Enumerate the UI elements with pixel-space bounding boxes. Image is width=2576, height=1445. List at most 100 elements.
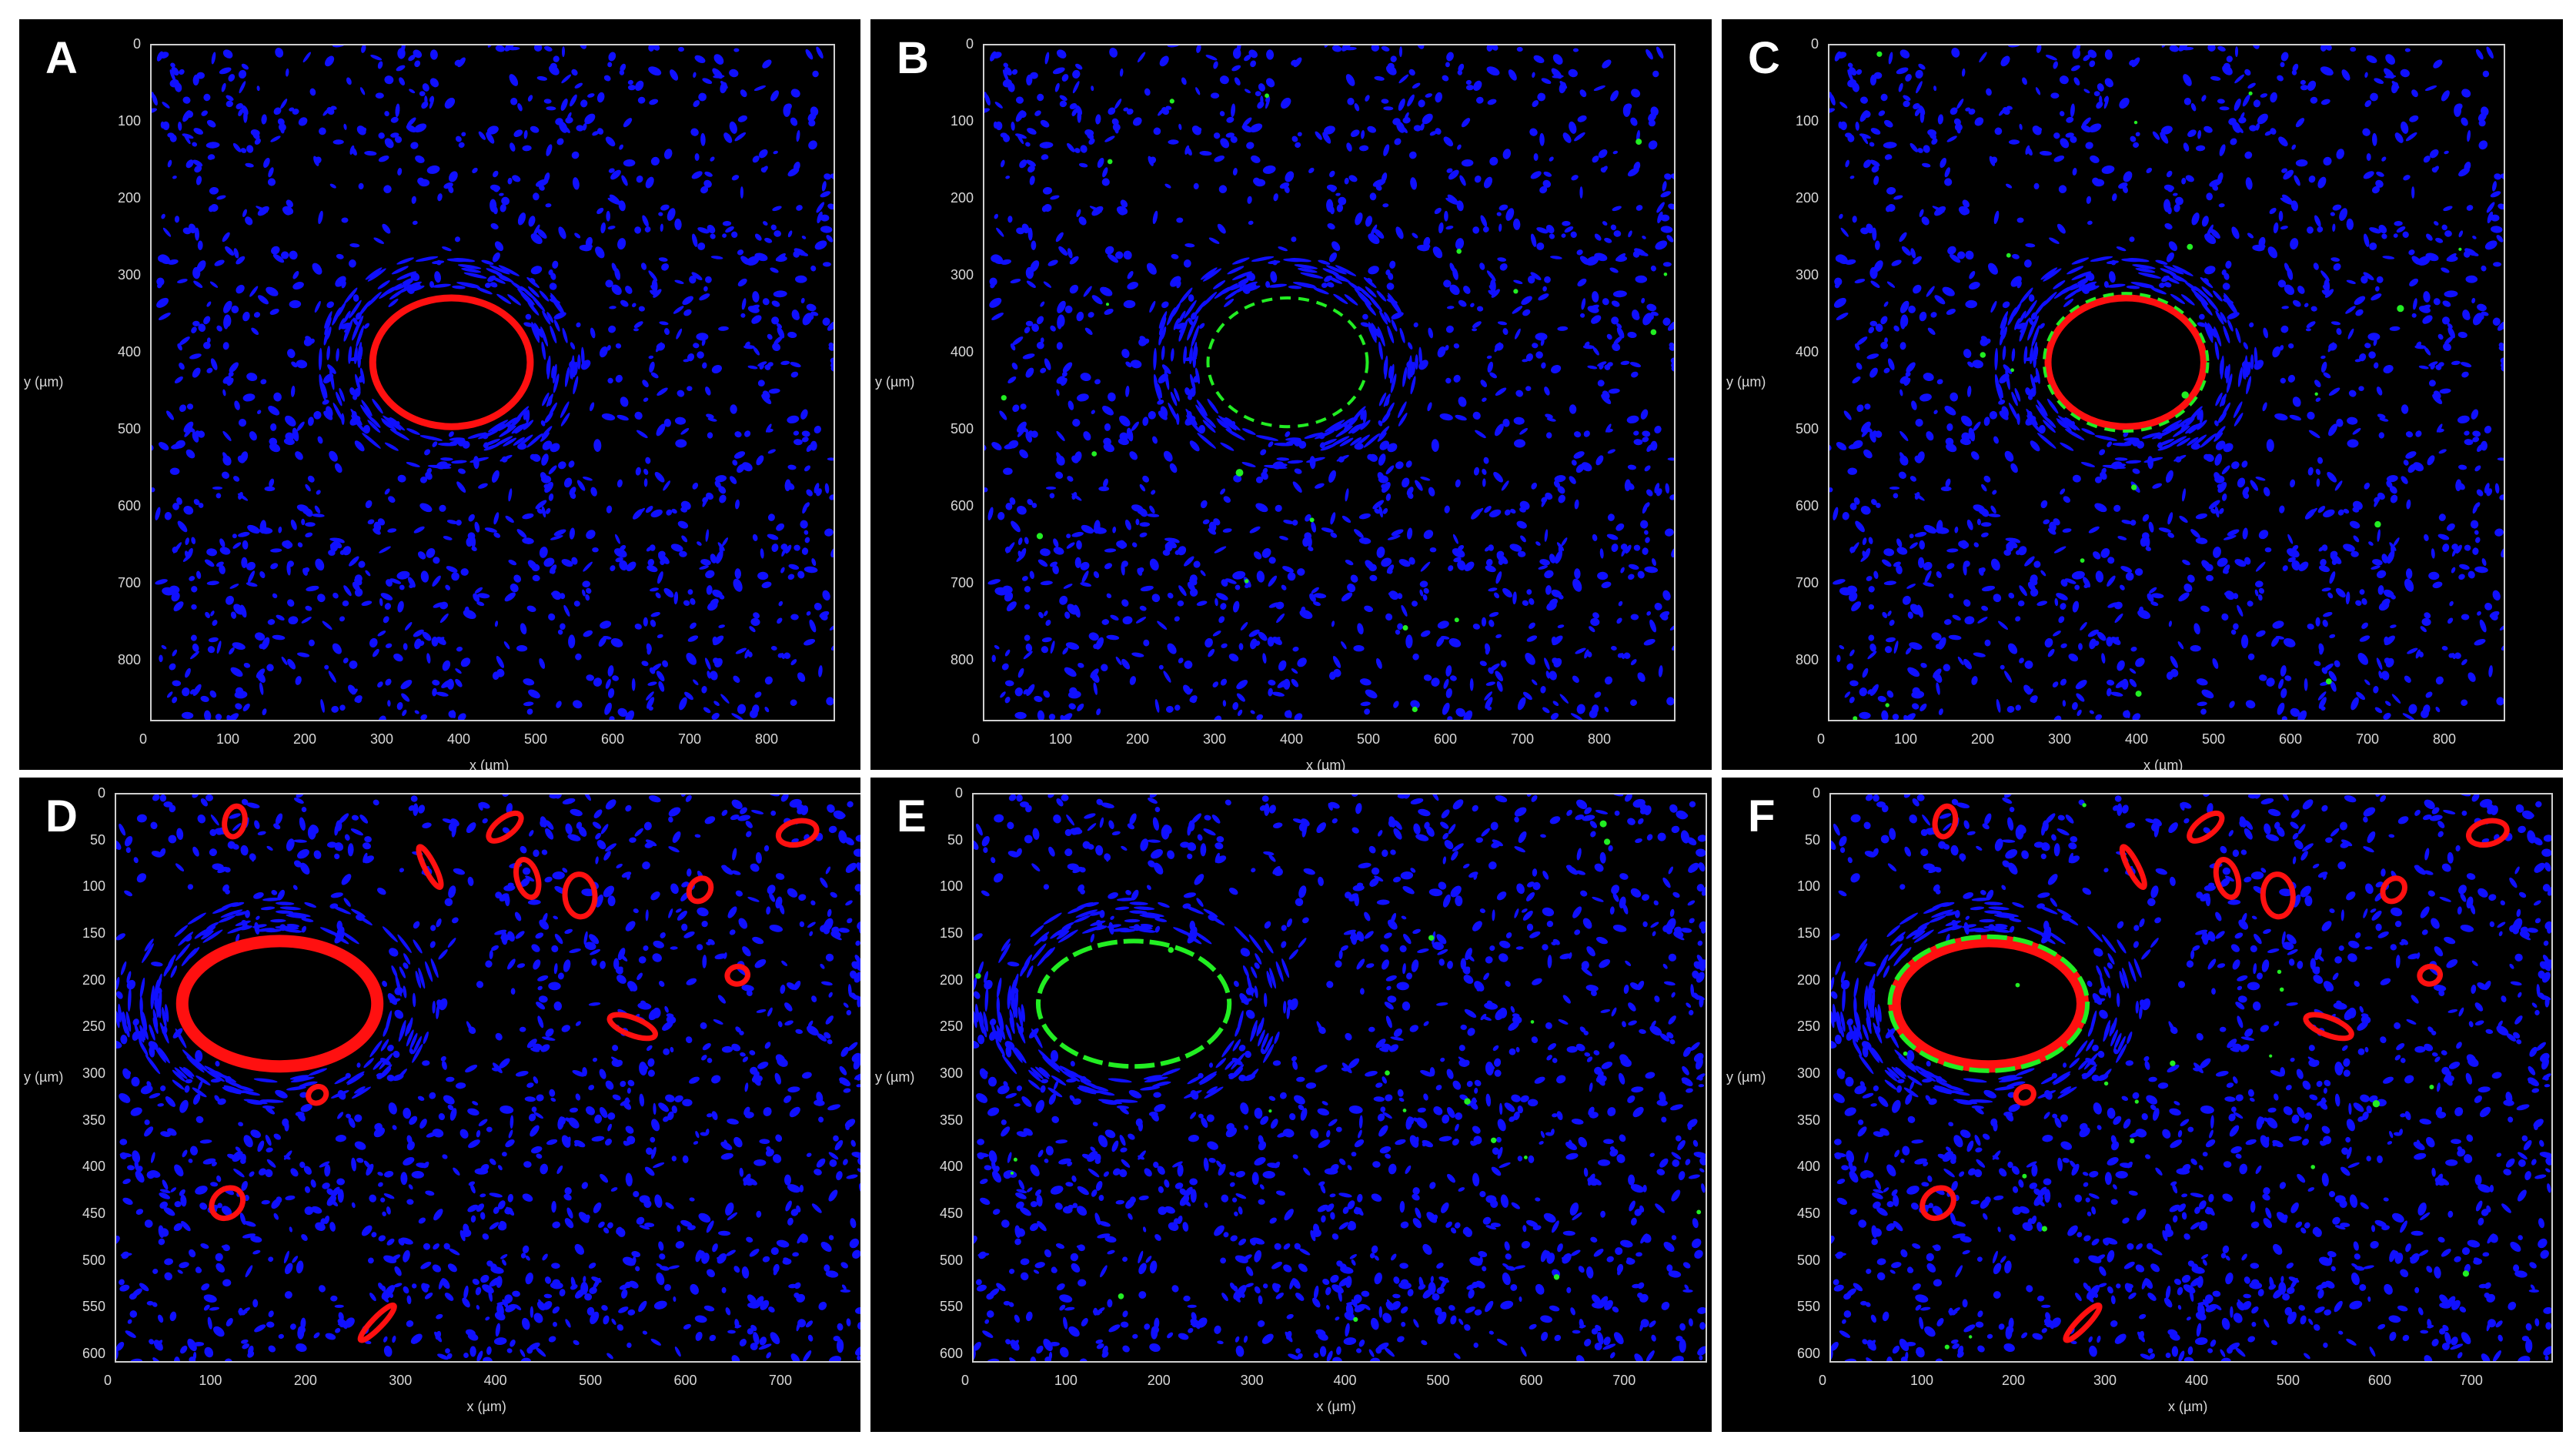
nucleus (136, 873, 147, 883)
nucleus (751, 315, 762, 324)
nucleus (2058, 616, 2065, 624)
nucleus (1068, 703, 1076, 710)
nucleus (1221, 579, 1228, 587)
nucleus (546, 312, 554, 323)
nucleus (1652, 558, 1656, 567)
nucleus (574, 1142, 579, 1147)
nucleus (2212, 657, 2219, 669)
nucleus (2280, 62, 2285, 68)
nucleus (1516, 46, 1523, 52)
nucleus (1493, 471, 1503, 483)
y-tick-label: 400 (1795, 344, 1819, 360)
nucleus (352, 581, 360, 592)
nucleus (179, 1262, 189, 1269)
nucleus (2123, 437, 2140, 441)
nucleus (1365, 286, 1377, 298)
nucleus (2308, 175, 2316, 183)
nucleus (2318, 697, 2327, 709)
nucleus (1093, 571, 1100, 578)
nucleus (536, 508, 543, 514)
nucleus (1095, 114, 1101, 125)
nucleus (1214, 597, 1218, 607)
nucleus (1011, 122, 1015, 131)
nucleus (367, 420, 381, 433)
nucleus (1660, 226, 1673, 233)
nucleus (2446, 256, 2458, 263)
nucleus (396, 257, 414, 265)
nucleus (205, 611, 210, 618)
nucleus (541, 475, 552, 483)
nucleus (352, 294, 359, 302)
nucleus (267, 178, 276, 186)
nucleus (1512, 306, 1523, 314)
nucleus (1364, 605, 1374, 612)
red-stain (369, 294, 534, 430)
nucleus (693, 72, 697, 79)
nucleus (394, 135, 403, 143)
y-tick-label: 500 (950, 421, 974, 437)
nucleus (1927, 327, 1936, 335)
nucleus (631, 303, 636, 308)
nucleus (2077, 709, 2082, 717)
nucleus (270, 135, 281, 142)
nucleus (697, 242, 706, 251)
nucleus (2053, 631, 2061, 637)
nucleus (1094, 520, 1101, 534)
nucleus (124, 835, 133, 847)
nucleus (420, 1261, 432, 1269)
nucleus (512, 175, 521, 182)
nucleus (1849, 649, 1855, 657)
nucleus (660, 559, 665, 565)
nucleus (322, 400, 329, 405)
nucleus (2486, 488, 2493, 497)
nucleus (1236, 679, 1248, 690)
nucleus (1909, 542, 1918, 549)
nucleus (1645, 537, 1650, 544)
nucleus (573, 700, 583, 709)
nucleus (1434, 207, 1442, 215)
nucleus (1437, 620, 1449, 629)
nucleus (1910, 248, 1916, 259)
nucleus (726, 1249, 736, 1256)
nucleus (1027, 165, 1035, 173)
nucleus (2193, 623, 2200, 635)
nucleus (2227, 319, 2234, 332)
nucleus (1030, 72, 1038, 79)
nucleus (437, 193, 443, 202)
nucleus (1899, 455, 1909, 466)
nucleus (1617, 653, 1623, 658)
nucleus (2317, 691, 2327, 701)
nucleus (241, 557, 248, 568)
nucleus (650, 612, 660, 617)
green-spot (2181, 391, 2189, 399)
nucleus (1644, 530, 1649, 535)
nucleus (2053, 280, 2066, 289)
nucleus (2368, 351, 2376, 359)
nucleus (695, 1331, 703, 1341)
nucleus (1388, 569, 1393, 574)
nucleus (452, 285, 466, 289)
nucleus (1095, 637, 1104, 650)
nucleus (2292, 396, 2301, 407)
nucleus (1446, 168, 1453, 173)
nucleus (236, 284, 245, 294)
nucleus (270, 423, 277, 431)
nucleus (1574, 132, 1585, 142)
nucleus (295, 676, 302, 685)
nucleus (185, 159, 194, 169)
nucleus (278, 123, 286, 132)
nucleus (827, 1104, 841, 1111)
nucleus (2072, 474, 2081, 483)
nucleus (767, 449, 776, 454)
nucleus (259, 571, 266, 578)
nucleus (2370, 92, 2378, 102)
nucleus (2017, 600, 2025, 607)
nucleus (747, 1294, 757, 1304)
nucleus (551, 1201, 556, 1213)
nucleus (222, 232, 230, 243)
nucleus (1918, 63, 1926, 70)
nucleus (2371, 186, 2381, 194)
nucleus (650, 156, 660, 166)
nucleus (1419, 589, 1424, 597)
nucleus (1238, 643, 1244, 651)
